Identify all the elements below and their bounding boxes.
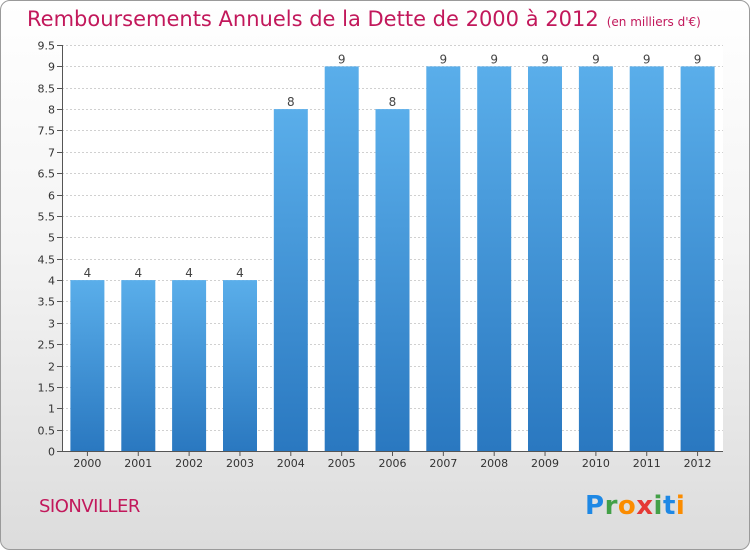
y-tick-label: 0.5	[38, 425, 56, 438]
bar	[70, 280, 105, 451]
chart-title-text: Remboursements Annuels de la Dette de 20…	[27, 7, 599, 31]
logo-letter: x	[636, 491, 654, 521]
logo-letter: P	[585, 491, 605, 521]
bar	[273, 109, 308, 451]
bar	[426, 66, 461, 452]
x-tick-label: 2012	[684, 457, 712, 470]
y-tick-label: 9.5	[38, 40, 56, 53]
y-tick-label: 4	[48, 275, 55, 288]
bar	[121, 280, 156, 451]
chart-subtitle: (en milliers d'€)	[606, 15, 701, 29]
logo-letter: i	[653, 491, 663, 521]
y-tick-label: 3	[48, 318, 55, 331]
logo-letter: r	[604, 491, 618, 521]
x-tick-label: 2000	[73, 457, 101, 470]
x-tick-label: 2001	[124, 457, 152, 470]
bar	[375, 109, 410, 451]
data-label: 9	[541, 52, 549, 66]
y-tick-label: 7.5	[38, 125, 56, 138]
y-tick-label: 1	[48, 403, 55, 416]
y-tick-label: 5	[48, 232, 55, 245]
x-tick-label: 2005	[328, 457, 356, 470]
data-label: 9	[592, 52, 600, 66]
place-name: SIONVILLER	[39, 496, 140, 517]
y-tick-label: 6.5	[38, 168, 56, 181]
x-tick-label: 2007	[429, 457, 457, 470]
y-tick-label: 5.5	[38, 211, 56, 224]
bar	[223, 280, 257, 451]
x-tick-label: 2011	[633, 457, 661, 470]
bar	[172, 280, 207, 451]
logo-letter: i	[675, 491, 686, 521]
x-tick-label: 2006	[379, 457, 407, 470]
bar	[477, 66, 512, 452]
data-label: 9	[643, 52, 651, 66]
y-tick-label: 2	[48, 361, 55, 374]
bar	[578, 66, 613, 452]
y-tick-label: 2.5	[38, 339, 56, 352]
labels-group: 0 0.5 1 1.5 2 2.5 3 3.5 4 4.5 5 5.5 6 6.5 7 7.5 8 8.5 9 9.5…	[38, 40, 712, 471]
data-label: 9	[440, 52, 448, 66]
data-label: 9	[694, 52, 702, 66]
y-tick-label: 4.5	[38, 254, 56, 267]
data-label: 4	[185, 266, 193, 280]
x-tick-label: 2003	[226, 457, 254, 470]
bar	[629, 66, 664, 452]
x-tick-label: 2004	[277, 457, 305, 470]
chart-title: Remboursements Annuels de la Dette de 20…	[27, 7, 701, 31]
x-tick-label: 2008	[480, 457, 508, 470]
y-tick-label: 0	[48, 446, 55, 459]
data-label: 4	[84, 266, 92, 280]
proxiti-logo: Proxiti	[585, 491, 685, 521]
bar	[324, 66, 359, 452]
logo-letter: o	[617, 491, 637, 521]
data-label: 4	[134, 266, 142, 280]
bar	[680, 66, 715, 452]
bar	[528, 66, 562, 452]
y-tick-label: 6	[48, 190, 55, 203]
data-label: 8	[287, 95, 295, 109]
x-tick-label: 2009	[531, 457, 559, 470]
logo-letter: t	[662, 491, 676, 521]
data-label: 9	[338, 52, 346, 66]
axes-group	[57, 45, 723, 456]
x-tick-label: 2010	[582, 457, 610, 470]
y-tick-label: 8	[48, 104, 55, 117]
bars-group	[70, 66, 715, 452]
data-label: 9	[490, 52, 498, 66]
y-tick-label: 3.5	[38, 296, 56, 309]
x-tick-label: 2002	[175, 457, 203, 470]
data-label: 4	[236, 266, 244, 280]
data-label: 8	[389, 95, 397, 109]
y-tick-label: 7	[48, 147, 55, 160]
y-tick-label: 1.5	[38, 382, 56, 395]
y-tick-label: 8.5	[38, 83, 56, 96]
y-tick-label: 9	[48, 61, 55, 74]
